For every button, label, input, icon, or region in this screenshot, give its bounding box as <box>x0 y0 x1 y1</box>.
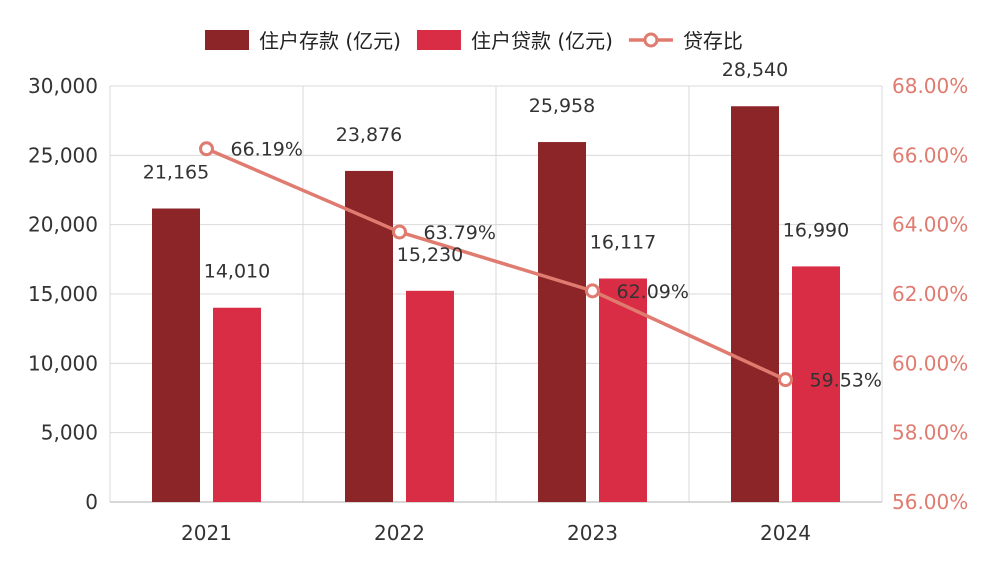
x-tick-label: 2022 <box>374 521 425 545</box>
x-tick-label: 2024 <box>760 521 811 545</box>
ratio-value-label: 63.79% <box>424 222 496 244</box>
y2-tick-label: 62.00% <box>892 282 968 306</box>
bar-2022-s1 <box>406 290 454 502</box>
ratio-line-path <box>205 147 787 382</box>
y-tick-label: 25,000 <box>28 143 98 167</box>
y2-tick-label: 58.00% <box>892 421 968 445</box>
ratio-point-2024 <box>778 372 793 388</box>
y-tick-label: 20,000 <box>28 213 98 237</box>
bar-value-label: 25,958 <box>529 95 595 117</box>
bar-2021-s0 <box>152 208 200 502</box>
bar-value-label: 16,117 <box>590 232 656 254</box>
bar-value-label: 21,165 <box>143 162 209 184</box>
x-tick-label: 2023 <box>567 521 618 545</box>
ratio-line <box>199 141 793 388</box>
bar-value-label: 28,540 <box>722 59 788 81</box>
y-tick-label: 5,000 <box>41 421 98 445</box>
bar-2021-s1 <box>213 307 261 502</box>
ratio-value-label: 62.09% <box>617 281 689 303</box>
y2-tick-label: 56.00% <box>892 490 968 514</box>
y-tick-label: 30,000 <box>28 74 98 98</box>
bar-value-label: 23,876 <box>336 124 402 146</box>
y2-tick-label: 66.00% <box>892 143 968 167</box>
bar-2023-s0 <box>538 142 586 502</box>
y-tick-label: 0 <box>85 490 98 514</box>
ratio-point-2021 <box>199 141 214 157</box>
x-tick-label: 2021 <box>181 521 232 545</box>
legend: 住户存款 (亿元) 住户贷款 (亿元) 贷存比 <box>205 29 743 53</box>
y2-tick-label: 68.00% <box>892 74 968 98</box>
legend-swatch-1 <box>416 30 461 50</box>
legend-label-1: 住户贷款 (亿元) <box>471 29 613 53</box>
bar-value-label: 16,990 <box>783 219 849 241</box>
legend-swatch-0 <box>205 30 249 50</box>
legend-marker <box>643 32 659 48</box>
y-tick-label: 10,000 <box>28 351 98 375</box>
ratio-point-2022 <box>392 224 407 240</box>
bar-2023-s1 <box>599 278 647 502</box>
ratio-value-label: 66.19% <box>231 139 303 161</box>
bar-2024-s1 <box>792 266 840 502</box>
bars <box>152 106 840 502</box>
legend-label-2: 贷存比 <box>683 29 743 53</box>
y-tick-label: 15,000 <box>28 282 98 306</box>
data-labels: 21,165 23,876 25,958 28,540 14,010 15,230 16,1… <box>143 59 882 391</box>
ratio-point-2023 <box>585 283 600 299</box>
bar-2024-s0 <box>731 106 779 502</box>
y2-tick-label: 60.00% <box>892 351 968 375</box>
bar-value-label: 14,010 <box>204 261 270 283</box>
ratio-value-label: 59.53% <box>810 370 882 392</box>
bar-value-label: 15,230 <box>397 244 463 266</box>
legend-label-0: 住户存款 (亿元) <box>259 29 401 53</box>
y2-tick-label: 64.00% <box>892 213 968 237</box>
